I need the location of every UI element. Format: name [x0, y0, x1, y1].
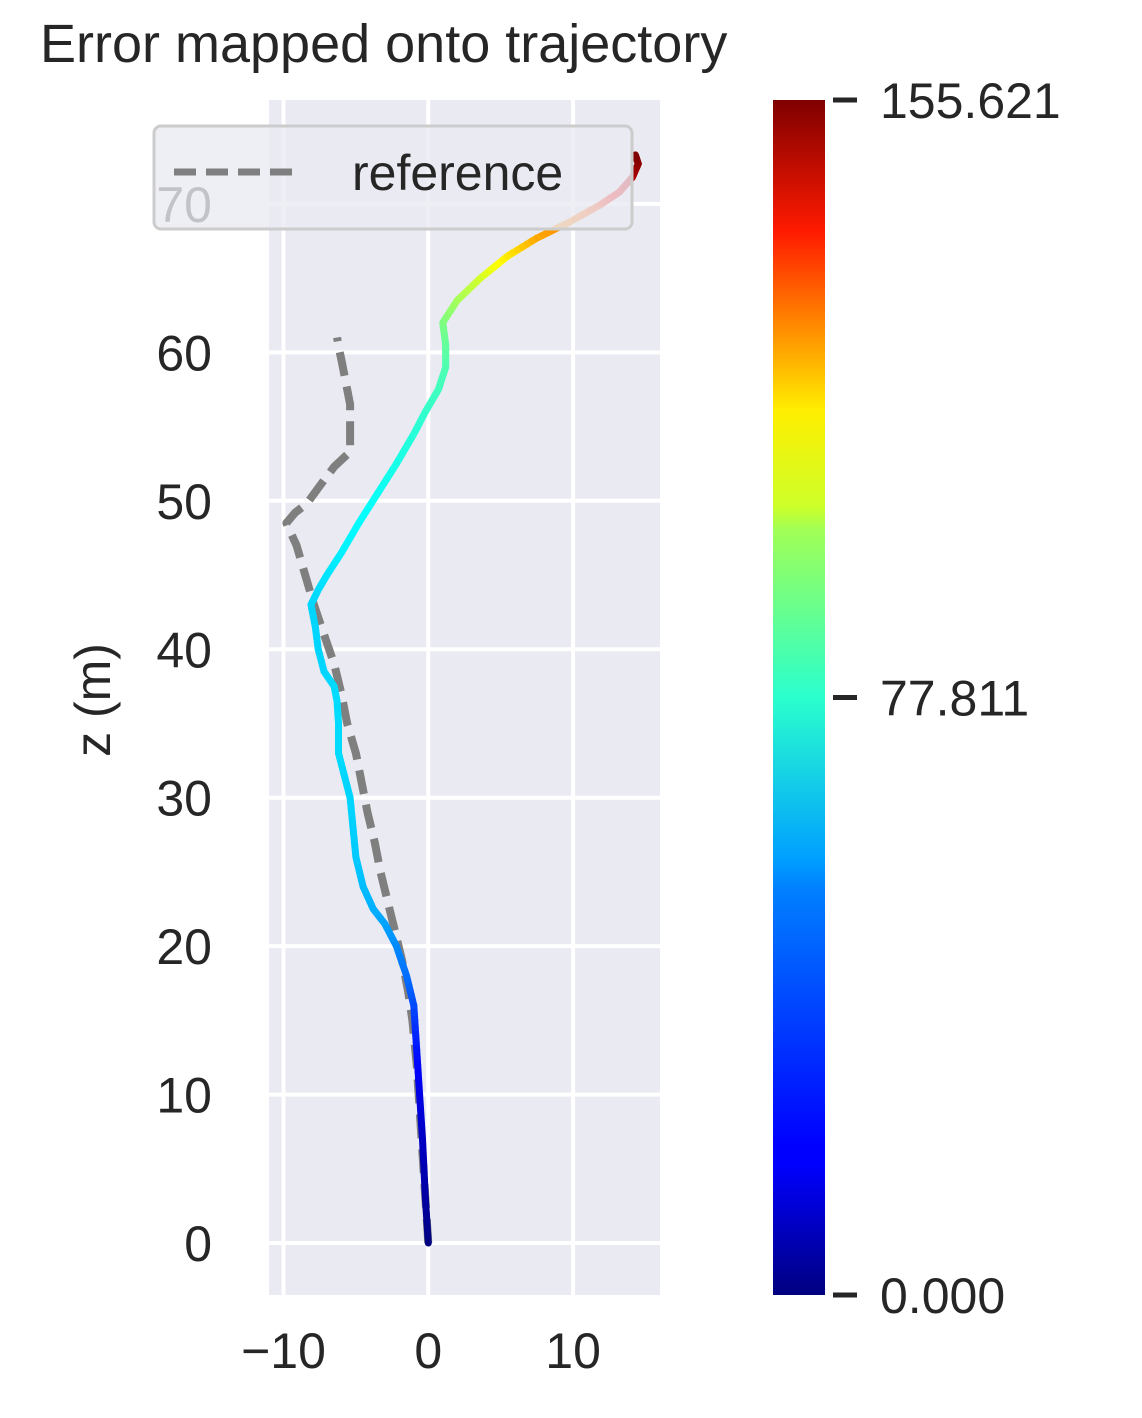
- y-tick-label: 40: [156, 622, 212, 678]
- y-tick-label: 20: [156, 919, 212, 975]
- x-tick-label: 10: [545, 1323, 601, 1379]
- y-axis-label: z (m): [65, 643, 121, 757]
- y-axis-ticks: 010203040506070: [156, 177, 212, 1272]
- y-tick-label: 30: [156, 771, 212, 827]
- x-axis-ticks: −10 0 10: [241, 1323, 601, 1379]
- colorbar-ticks: 0.000 77.811 155.621: [833, 73, 1061, 1324]
- x-tick-label: −10: [241, 1323, 326, 1379]
- colorbar-tick-label: 155.621: [880, 73, 1061, 129]
- y-tick-label: 0: [184, 1216, 212, 1272]
- colorbar-tick-label: 77.811: [880, 670, 1029, 726]
- colorbar-tick-label: 0.000: [880, 1268, 1005, 1324]
- legend-reference-label: reference: [352, 145, 563, 201]
- chart-title: Error mapped onto trajectory: [40, 14, 727, 74]
- legend-box: [152, 124, 634, 231]
- plot-area: [269, 100, 660, 1295]
- x-tick-label: 0: [414, 1323, 442, 1379]
- y-tick-label: 10: [156, 1068, 212, 1124]
- y-tick-label: 60: [156, 325, 212, 381]
- colorbar: [773, 100, 825, 1295]
- y-tick-label: 50: [156, 474, 212, 530]
- legend: reference: [152, 124, 634, 231]
